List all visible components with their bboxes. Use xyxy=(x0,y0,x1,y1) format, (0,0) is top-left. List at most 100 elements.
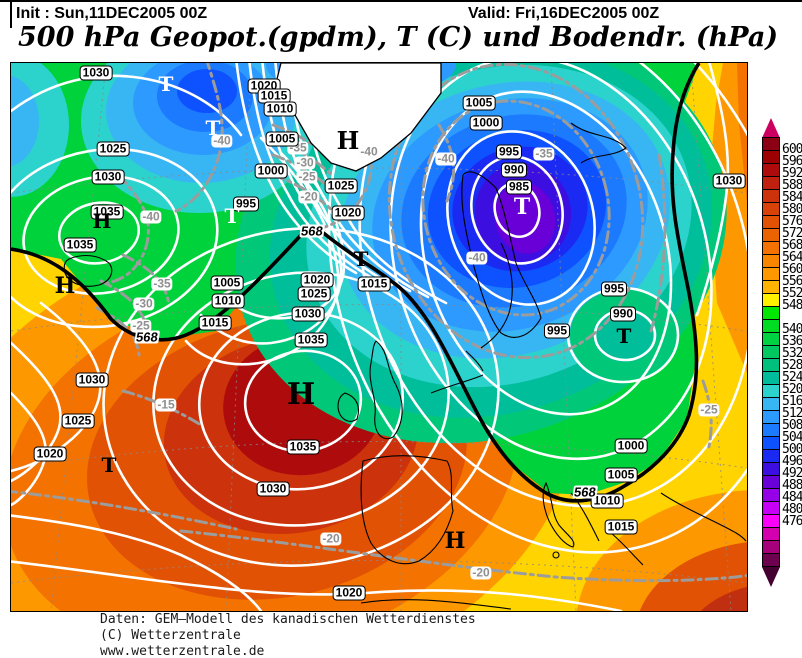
isobar-label: 1015 xyxy=(604,519,638,535)
colorbar-tick-label: 520 xyxy=(782,382,802,397)
temperature-label: -40 xyxy=(140,209,162,224)
colorbar-tick-label: 600 xyxy=(782,142,802,157)
pressure-center-letter: H xyxy=(336,126,360,155)
temperature-label: -40 xyxy=(211,133,233,148)
pressure-center-letter: T xyxy=(513,194,531,220)
colorbar-tick-label: 500 xyxy=(782,442,802,457)
map-graphic xyxy=(11,63,747,611)
pressure-center-letter: T xyxy=(224,204,240,228)
colorbar: 600 596 592 588 584 580 576 572 568 564 560 556 552 5… xyxy=(762,118,802,587)
colorbar-cell xyxy=(762,241,780,255)
colorbar-tick-label: 532 xyxy=(782,346,802,361)
colorbar-cell xyxy=(762,423,780,437)
left-border-tick xyxy=(10,2,12,28)
isobar-label: 1020 xyxy=(331,205,365,221)
pressure-center-letter: H xyxy=(286,377,316,412)
isobar-label: 1005 xyxy=(265,131,299,147)
isobar-label: 1025 xyxy=(297,286,331,302)
isobar-label: 990 xyxy=(500,162,528,178)
colorbar-cell xyxy=(762,163,780,177)
colorbar-cell xyxy=(762,462,780,476)
colorbar-cell xyxy=(762,319,780,333)
map-area: 1030 1025 1030 1035 1035 1030 1025 1020 1020 1015… xyxy=(10,62,748,612)
colorbar-cell xyxy=(762,501,780,515)
isobar-label: 1035 xyxy=(90,204,124,220)
isobar-label: 1030 xyxy=(79,65,113,81)
colorbar-tick-label: 524 xyxy=(782,370,802,385)
isobar-label: 1030 xyxy=(75,372,109,388)
colorbar-tick-label: 536 xyxy=(782,334,802,349)
colorbar-cell xyxy=(762,293,780,307)
colorbar-tick-label: 548 xyxy=(782,298,802,313)
isobar-label: 1030 xyxy=(291,306,325,322)
pressure-center-letter: T xyxy=(101,453,117,477)
temperature-label: -30 xyxy=(294,155,316,170)
pressure-center-letter: T xyxy=(205,116,221,140)
temperature-label: -20 xyxy=(320,531,342,546)
colorbar-cell xyxy=(762,280,780,294)
colorbar-cell xyxy=(762,514,780,528)
colorbar-tick-label: 568 xyxy=(782,238,802,253)
isobar-label: 1025 xyxy=(96,141,130,157)
isobar-label: 1000 xyxy=(614,438,648,454)
isobar-label: 1000 xyxy=(254,163,288,179)
colorbar-cell xyxy=(762,527,780,541)
isobar-label: 1030 xyxy=(712,173,746,189)
isobar-label: 1005 xyxy=(604,467,638,483)
colorbar-cell xyxy=(762,189,780,203)
pressure-center-letter: H xyxy=(54,273,76,299)
colorbar-cell xyxy=(762,228,780,242)
isobar-label: 1015 xyxy=(357,276,391,292)
colorbar-tick-label: 584 xyxy=(782,190,802,205)
colorbar-cell xyxy=(762,540,780,554)
colorbar-tick-label: 504 xyxy=(782,430,802,445)
colorbar-cell xyxy=(762,345,780,359)
temperature-label: -15 xyxy=(155,397,177,412)
colorbar-tick-label: 580 xyxy=(782,202,802,217)
top-border-line xyxy=(0,0,802,2)
valid-time-label: Valid: Fri,16DEC2005 00Z xyxy=(468,5,660,22)
isobar-label: 1010 xyxy=(590,493,624,509)
colorbar-tick-label: 496 xyxy=(782,454,802,469)
temperature-label: -35 xyxy=(533,146,555,161)
isobar-label: 990 xyxy=(609,306,637,322)
colorbar-cell xyxy=(762,267,780,281)
init-time-label: Init : Sun,11DEC2005 00Z xyxy=(16,5,208,22)
colorbar-cell xyxy=(762,488,780,502)
colorbar-tick-label: 592 xyxy=(782,166,802,181)
colorbar-tick-label: 588 xyxy=(782,178,802,193)
colorbar-cell xyxy=(762,332,780,346)
colorbar-cell xyxy=(762,137,780,151)
colorbar-tick-label: 488 xyxy=(782,478,802,493)
colorbar-tick-label: 480 xyxy=(782,502,802,517)
colorbar-tick-label: 508 xyxy=(782,418,802,433)
isobar-label: 1025 xyxy=(324,178,358,194)
isobar-label: 995 xyxy=(543,323,571,339)
temperature-label: -40 xyxy=(435,151,457,166)
isobar-label: 1010 xyxy=(211,293,245,309)
isobar-label: 995 xyxy=(600,281,628,297)
isobar-label: 1005 xyxy=(462,95,496,111)
temperature-label: -25 xyxy=(296,169,318,184)
colorbar-tick-label: 596 xyxy=(782,154,802,169)
isobar-label: 1030 xyxy=(91,169,125,185)
temperature-label: -25 xyxy=(698,402,720,417)
geopotential-568-contour xyxy=(11,63,701,503)
colorbar-cells xyxy=(762,137,780,567)
colorbar-cell xyxy=(762,410,780,424)
map-labels-layer: 1030 1025 1030 1035 1035 1030 1025 1020 1020 1015… xyxy=(11,63,747,611)
temperature-label: -20 xyxy=(470,565,492,580)
isobar-label: 995 xyxy=(232,196,260,212)
isobar-label: 1035 xyxy=(63,237,97,253)
isobar-label: 1030 xyxy=(256,481,290,497)
colorbar-cell xyxy=(762,384,780,398)
colorbar-cell xyxy=(762,202,780,216)
colorbar-tick-label: 540 xyxy=(782,322,802,337)
isobar-label: 995 xyxy=(495,144,523,160)
colorbar-cell xyxy=(762,449,780,463)
colorbar-tick-label: 484 xyxy=(782,490,802,505)
isobar-label: 1025 xyxy=(61,413,95,429)
pressure-center-letter: H xyxy=(92,209,112,233)
colorbar-tick-label: 528 xyxy=(782,358,802,373)
temperature-label: -20 xyxy=(298,189,320,204)
